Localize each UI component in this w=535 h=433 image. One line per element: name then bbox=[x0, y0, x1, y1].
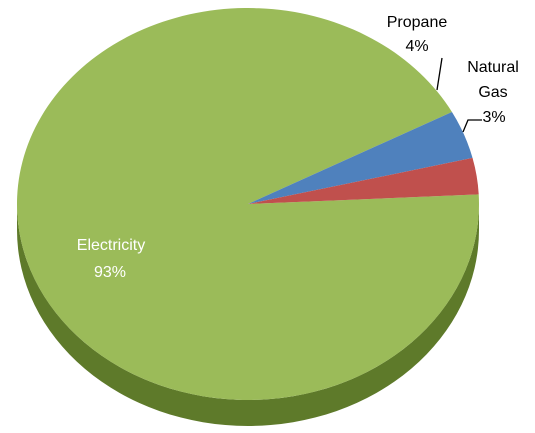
pie-slices bbox=[16, 7, 479, 400]
electricity-label-name: Electricity bbox=[77, 237, 145, 254]
pie-slice-electricity bbox=[16, 7, 479, 400]
electricity-label-percent: 93% bbox=[94, 264, 126, 281]
data-labels: Electricity 93% Propane 4% Natural Gas 3… bbox=[77, 14, 519, 281]
propane-leader-line bbox=[436, 57, 443, 91]
propane-label-percent: 4% bbox=[405, 38, 428, 55]
natural-gas-label-name-line1: Natural bbox=[467, 59, 519, 76]
pie-slice-propane bbox=[248, 111, 473, 204]
natural-gas-leader-line bbox=[462, 119, 482, 133]
natural-gas-label-name-line2: Gas bbox=[478, 84, 507, 101]
pie-slice-natural-gas bbox=[248, 157, 479, 204]
leader-lines bbox=[436, 57, 482, 133]
propane-label-name: Propane bbox=[387, 14, 448, 31]
natural-gas-label-percent: 3% bbox=[482, 109, 505, 126]
